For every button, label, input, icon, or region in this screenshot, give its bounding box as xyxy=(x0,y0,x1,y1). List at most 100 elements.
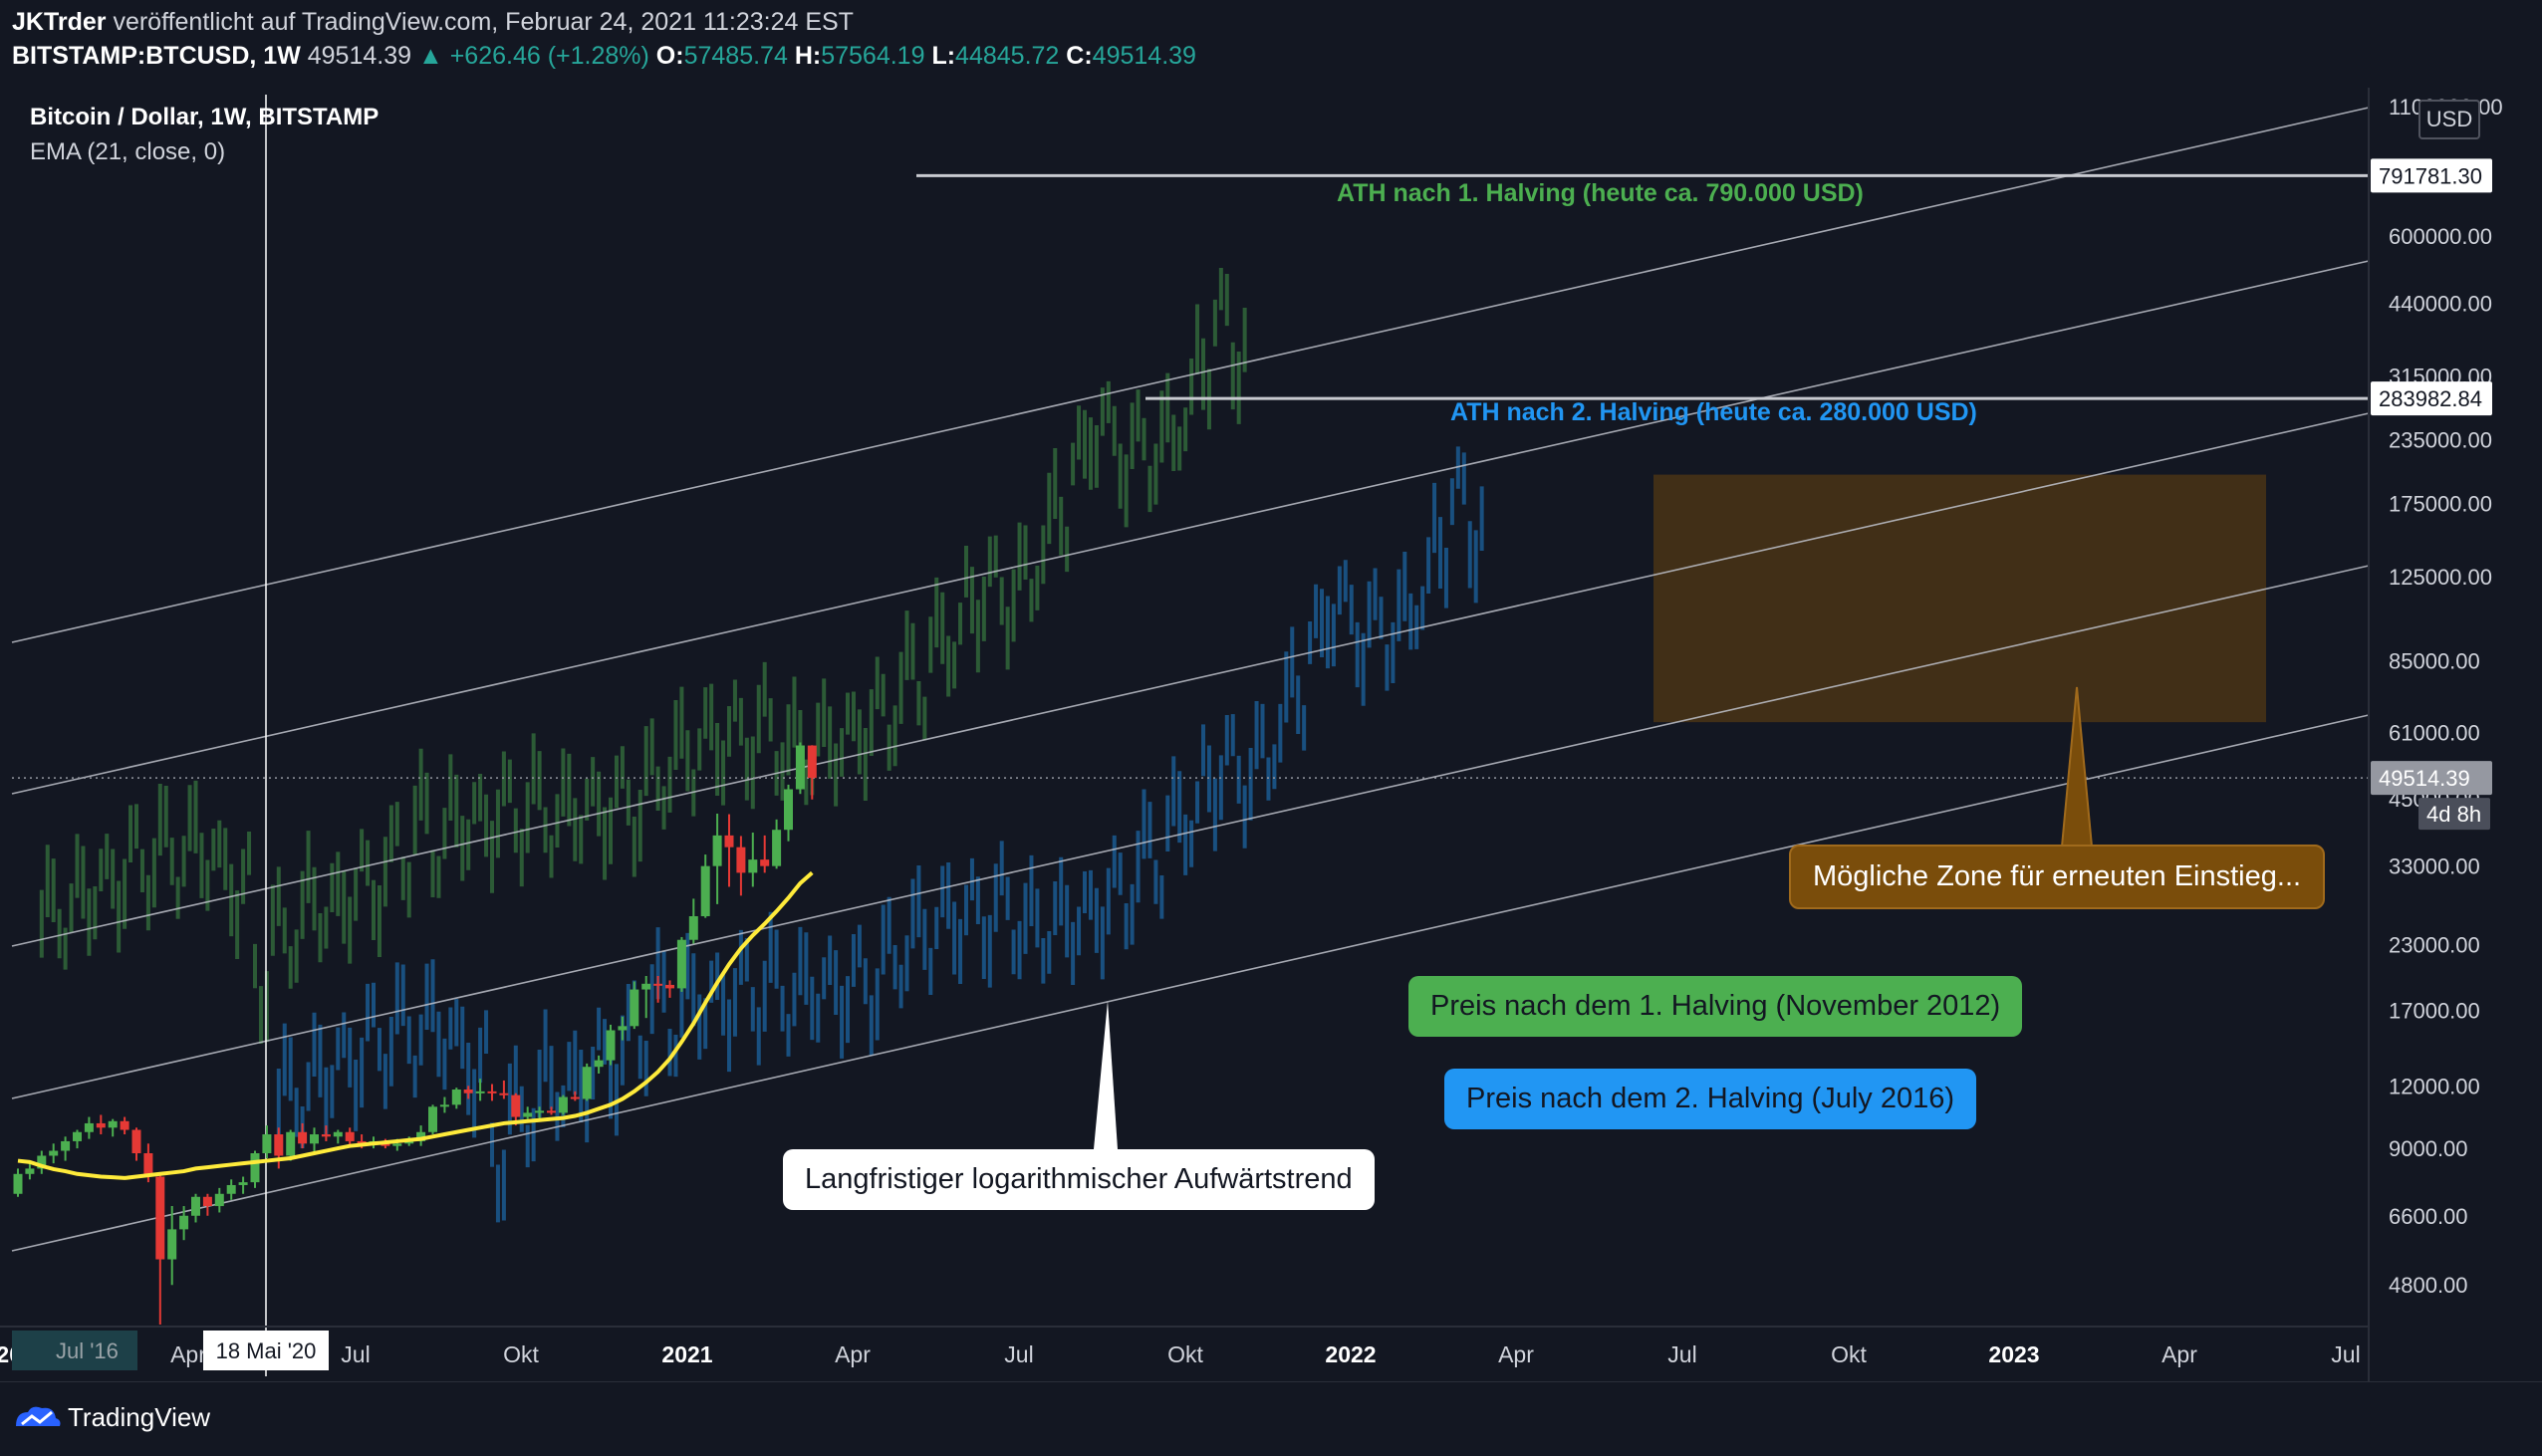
candle-body xyxy=(37,1155,47,1169)
ohlc-line: BITSTAMP:BTCUSD, 1W 49514.39 ▲ +626.46 (… xyxy=(12,42,1196,71)
trend-callout[interactable]: Langfristiger logarithmischer Aufwärtstr… xyxy=(783,1149,1375,1210)
candle-body xyxy=(736,847,746,873)
y-tick-label: 125000.00 xyxy=(2389,565,2492,590)
candle-body xyxy=(333,1131,343,1137)
price-tag xyxy=(2371,381,2492,416)
candle-body xyxy=(451,1090,461,1105)
candle-body xyxy=(73,1131,82,1141)
x-tick-label: Apr xyxy=(2161,1341,2197,1367)
y-tick-label: 17000.00 xyxy=(2389,998,2480,1023)
candle-body xyxy=(700,865,710,916)
candle-body xyxy=(688,915,698,940)
reentry-zone xyxy=(1653,474,2266,723)
candle-body xyxy=(131,1129,141,1153)
candle-body xyxy=(416,1131,426,1141)
x-tick-label: Apr xyxy=(1498,1341,1534,1367)
zone-callout[interactable]: Mögliche Zone für erneuten Einstieg... xyxy=(1789,845,2326,909)
countdown-label: 4d 8h xyxy=(2426,802,2481,827)
candle-body xyxy=(321,1134,331,1137)
candle-body xyxy=(25,1168,35,1174)
x-tick-label: Jul xyxy=(1667,1341,1696,1367)
chart-legend-title[interactable]: Bitcoin / Dollar, 1W, BITSTAMP xyxy=(30,104,380,130)
crosshair-date-tag xyxy=(203,1331,329,1370)
y-tick-label: 440000.00 xyxy=(2389,292,2492,317)
price-tag-label: 283982.84 xyxy=(2379,386,2482,411)
x-tick-label: Okt xyxy=(503,1341,539,1367)
currency-button[interactable]: USD xyxy=(2418,100,2480,139)
price-tag xyxy=(2371,158,2492,193)
candle-body xyxy=(676,939,686,989)
candle-body xyxy=(748,859,758,873)
ath-halving2-label: ATH nach 2. Halving (heute ca. 280.000 U… xyxy=(1450,398,1977,426)
candles-layer xyxy=(13,742,817,1325)
candle-body xyxy=(13,1173,23,1194)
ema-line xyxy=(17,870,814,1180)
candle-body xyxy=(286,1131,296,1156)
halving1-callout[interactable]: Preis nach dem 1. Halving (November 2012… xyxy=(1408,976,2023,1037)
y-tick-label: 23000.00 xyxy=(2389,932,2480,957)
candle-body xyxy=(594,1060,604,1068)
y-tick-label: 61000.00 xyxy=(2389,721,2480,746)
left-date-tag xyxy=(12,1331,137,1370)
candle-body xyxy=(630,989,639,1027)
x-tick-label: Apr xyxy=(170,1341,206,1367)
candle-body xyxy=(582,1067,592,1099)
y-tick-label: 175000.00 xyxy=(2389,492,2492,517)
symbol-label[interactable]: BITSTAMP:BTCUSD, 1W xyxy=(12,42,301,70)
candle-body xyxy=(392,1143,402,1146)
low-value: 44845.72 xyxy=(955,42,1060,70)
publish-date: veröffentlicht auf TradingView.com, Febr… xyxy=(113,8,854,36)
x-tick-label: Okt xyxy=(1167,1341,1203,1367)
open-value: 57485.74 xyxy=(683,42,788,70)
candle-body xyxy=(475,1091,485,1093)
reentry-zone-layer xyxy=(1653,474,2266,723)
candle-body xyxy=(547,1110,556,1113)
countdown-tag xyxy=(2418,798,2490,831)
y-tick-label: 33000.00 xyxy=(2389,854,2480,879)
high-label: H: xyxy=(794,42,822,70)
author-name[interactable]: JKTrder xyxy=(12,8,107,36)
close-label: C: xyxy=(1066,42,1093,70)
close-value: 49514.39 xyxy=(1092,42,1196,70)
price-change: +626.46 (+1.28%) xyxy=(449,42,649,70)
candle-body xyxy=(84,1122,94,1132)
trend-channel-line xyxy=(11,412,2370,947)
candle-body xyxy=(250,1152,260,1183)
candle-body xyxy=(653,983,663,986)
candle-body xyxy=(404,1140,414,1144)
tradingview-logo-icon[interactable] xyxy=(12,1402,64,1432)
trend-channel-line xyxy=(11,260,2370,795)
tradingview-brand[interactable]: TradingView xyxy=(68,1402,211,1432)
x-tick-label: Okt xyxy=(1831,1341,1867,1367)
candle-body xyxy=(155,1176,165,1260)
ath-levels-layer xyxy=(12,95,2369,1376)
candle-body xyxy=(665,984,674,989)
candle-body xyxy=(179,1215,189,1230)
ath-halving1-label: ATH nach 1. Halving (heute ca. 790.000 U… xyxy=(1337,179,1864,207)
candle-body xyxy=(61,1140,71,1151)
x-tick-label: Jul xyxy=(1004,1341,1033,1367)
candle-body xyxy=(428,1106,437,1132)
candle-body xyxy=(724,835,734,848)
ema-indicator-legend[interactable]: EMA (21, close, 0) xyxy=(30,138,226,165)
candle-body xyxy=(463,1090,473,1093)
candle-body xyxy=(345,1131,355,1141)
candle-body xyxy=(262,1134,272,1153)
y-tick-label: 12000.00 xyxy=(2389,1074,2480,1098)
open-label: O: xyxy=(655,42,684,70)
candle-body xyxy=(795,745,805,790)
x-tick-label: Jul xyxy=(341,1341,370,1367)
x-tick-label: 2023 xyxy=(1988,1341,2039,1367)
candle-body xyxy=(772,830,782,866)
candle-body xyxy=(618,1026,628,1031)
halving2-callout[interactable]: Preis nach dem 2. Halving (July 2016) xyxy=(1444,1069,1977,1129)
x-tick-label: Apr xyxy=(835,1341,871,1367)
candle-body xyxy=(807,745,817,779)
candle-body xyxy=(191,1196,200,1216)
candle-body xyxy=(96,1122,106,1128)
candle-body xyxy=(784,789,793,831)
y-tick-label: 85000.00 xyxy=(2389,648,2480,673)
publish-info: JKTrder veröffentlicht auf TradingView.c… xyxy=(12,8,854,37)
candle-body xyxy=(523,1112,533,1117)
